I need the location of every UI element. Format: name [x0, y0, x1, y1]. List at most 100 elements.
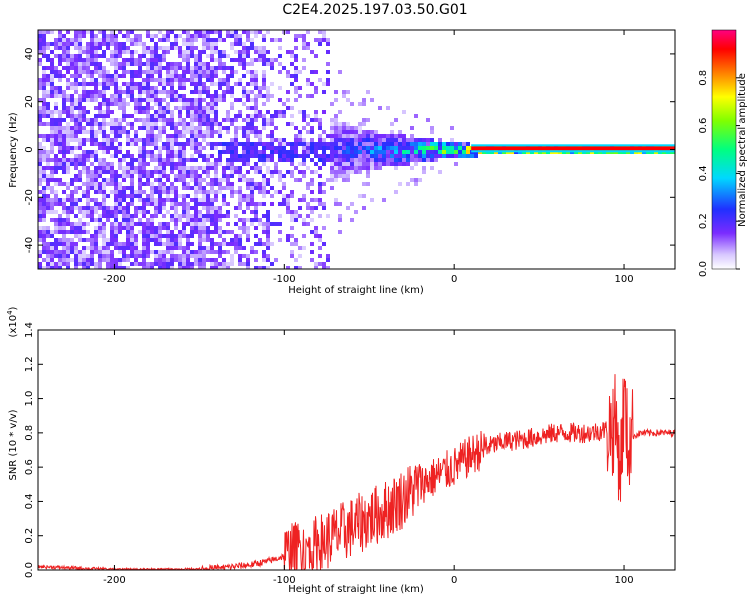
heatmap-cell	[338, 126, 342, 130]
heatmap-cell	[254, 266, 258, 269]
heatmap-cell	[206, 134, 210, 138]
heatmap-cell	[182, 162, 186, 166]
heatmap-cell	[62, 42, 66, 46]
heatmap-cell	[150, 90, 154, 94]
heatmap-cell	[206, 90, 210, 94]
heatmap-cell	[414, 182, 418, 186]
heatmap-cell	[182, 98, 186, 102]
heatmap-cell	[170, 158, 174, 162]
heatmap-cell	[310, 178, 314, 182]
heatmap-cell	[274, 146, 278, 150]
heatmap-cell	[146, 66, 150, 70]
heatmap-cell	[354, 134, 358, 138]
heatmap-cell	[166, 138, 170, 142]
heatmap-cell	[194, 178, 198, 182]
heatmap-cell	[186, 238, 190, 242]
heatmap-cell	[306, 206, 310, 210]
heatmap-cell	[346, 158, 350, 162]
heatmap-cell	[222, 50, 226, 54]
heatmap-cell	[170, 218, 174, 222]
heatmap-cell	[102, 82, 106, 86]
heatmap-cell	[222, 262, 226, 266]
heatmap-cell	[166, 50, 170, 54]
heatmap-cell	[122, 90, 126, 94]
heatmap-cell	[394, 118, 398, 122]
heatmap-cell	[230, 90, 234, 94]
heatmap-cell	[130, 74, 134, 78]
heatmap-cell	[426, 118, 430, 122]
heatmap-cell	[366, 138, 370, 142]
heatmap-cell	[194, 74, 198, 78]
heatmap-cell	[146, 194, 150, 198]
heatmap-cell	[262, 94, 266, 98]
heatmap-cell	[78, 46, 82, 50]
heatmap-cell	[270, 186, 274, 190]
top-y-axis-label: Frequency (Hz)	[8, 112, 19, 188]
heatmap-cell	[330, 154, 334, 158]
heatmap-cell	[370, 98, 374, 102]
heatmap-cell	[106, 210, 110, 214]
heatmap-cell	[334, 138, 338, 142]
heatmap-cell	[186, 246, 190, 250]
heatmap-cell	[298, 138, 302, 142]
heatmap-cell	[178, 150, 182, 154]
heatmap-cell	[242, 62, 246, 66]
heatmap-cell	[166, 70, 170, 74]
heatmap-cell	[110, 210, 114, 214]
heatmap-cell	[38, 158, 42, 162]
heatmap-cell	[166, 134, 170, 138]
heatmap-cell	[138, 34, 142, 38]
heatmap-cell	[238, 126, 242, 130]
heatmap-cell	[334, 198, 338, 202]
heatmap-cell	[134, 142, 138, 146]
heatmap-cell	[118, 262, 122, 266]
heatmap-cell	[42, 174, 46, 178]
heatmap-cell	[70, 146, 74, 150]
heatmap-cell	[102, 98, 106, 102]
heatmap-cell	[186, 158, 190, 162]
heatmap-cell	[246, 194, 250, 198]
heatmap-cell	[262, 146, 266, 150]
heatmap-cell	[386, 162, 390, 166]
heatmap-cell	[294, 86, 298, 90]
heatmap-cell	[50, 198, 54, 202]
heatmap-cell	[122, 170, 126, 174]
heatmap-cell	[142, 46, 146, 50]
heatmap-cell	[310, 230, 314, 234]
heatmap-cell	[174, 66, 178, 70]
heatmap-cell	[270, 242, 274, 246]
heatmap-cell	[202, 82, 206, 86]
heatmap-cell	[194, 250, 198, 254]
heatmap-cell	[86, 158, 90, 162]
heatmap-cell	[274, 170, 278, 174]
heatmap-cell	[226, 166, 230, 170]
heatmap-cell	[242, 130, 246, 134]
heatmap-cell	[58, 90, 62, 94]
heatmap-cell	[206, 122, 210, 126]
heatmap-cell	[122, 258, 126, 262]
heatmap-cell	[98, 94, 102, 98]
heatmap-cell	[282, 142, 286, 146]
heatmap-cell	[38, 218, 42, 222]
heatmap-cell	[134, 246, 138, 250]
heatmap-cell	[262, 230, 266, 234]
heatmap-cell	[294, 90, 298, 94]
heatmap-cell	[142, 214, 146, 218]
heatmap-cell	[190, 174, 194, 178]
heatmap-cell	[262, 38, 266, 42]
heatmap-cell	[270, 38, 274, 42]
heatmap-cell	[362, 142, 366, 146]
heatmap-cell	[238, 238, 242, 242]
heatmap-cell	[186, 54, 190, 58]
heatmap-cell	[314, 70, 318, 74]
heatmap-cell	[346, 170, 350, 174]
heatmap-cell	[238, 98, 242, 102]
heatmap-cell	[174, 122, 178, 126]
heatmap-cell	[110, 78, 114, 82]
heatmap-cell	[206, 106, 210, 110]
heatmap-cell	[62, 118, 66, 122]
heatmap-cell	[346, 166, 350, 170]
heatmap-cell	[118, 66, 122, 70]
heatmap-cell	[170, 110, 174, 114]
heatmap-cell	[242, 154, 246, 158]
